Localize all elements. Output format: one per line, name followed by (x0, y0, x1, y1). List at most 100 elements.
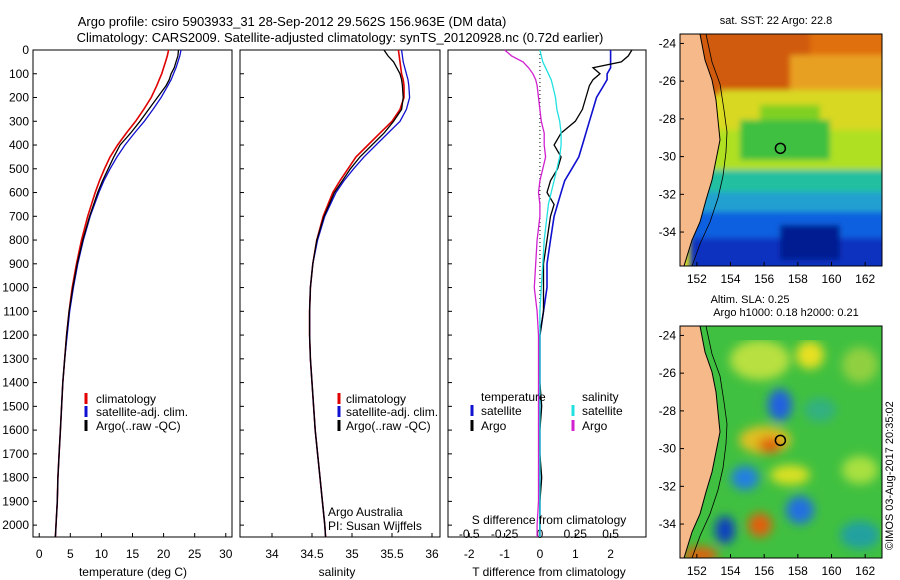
depth-tick-label: 100 (9, 67, 29, 81)
temperature-xlabel: temperature (deg C) (79, 565, 187, 579)
sla-map-title-line1: Altim. SLA: 0.25 (711, 294, 790, 306)
s-diff-tick-label: 0.5 (602, 527, 619, 541)
salinity-series (308, 49, 411, 538)
legend-header-temperature: temperature (481, 390, 546, 404)
sla-field (682, 340, 880, 558)
legend-header-salinity: salinity (582, 390, 619, 404)
map-lon-label: 154 (720, 272, 740, 286)
depth-tick-label: 1500 (2, 399, 29, 413)
sla-map-axes: 152 154 156 158 160 162 -24 -26 -28 -30 -32 -34 (659, 328, 876, 578)
s-diff-tick-label: 0.25 (564, 527, 588, 541)
sla-anomaly (804, 398, 836, 422)
legend-label-climatology: climatology (346, 392, 406, 406)
sla-map (680, 326, 882, 558)
x-tick-label: 35 (345, 547, 359, 561)
depth-tick-label: 1000 (2, 281, 29, 295)
x-tick-label: 2 (607, 547, 614, 561)
temperature-x-axis: 0 5 10 15 20 25 30 (36, 533, 233, 561)
depth-tick-label: 1700 (2, 447, 29, 461)
sla-anomaly (748, 513, 772, 537)
series-line-climatology (308, 49, 405, 538)
map-lon-label: 154 (720, 564, 740, 578)
difference-legend: temperature salinity satellite Argo sate… (470, 390, 623, 433)
argo-position-marker (774, 434, 787, 447)
sst-band (690, 192, 882, 214)
map-lon-label: 162 (855, 564, 875, 578)
legend-label-t-argo: Argo (481, 419, 507, 433)
series-line-t-argo (539, 49, 633, 537)
sst-map-frame (679, 33, 883, 267)
map-lon-label: 156 (754, 564, 774, 578)
sla-map-frame (679, 325, 883, 559)
depth-axis: 0 100 200 300 400 500 600 700 800 900 1000 1100 1200… (2, 43, 452, 532)
sla-anomaly (730, 340, 790, 380)
difference-panel-frame (447, 49, 647, 538)
map-lon-label: 152 (687, 564, 707, 578)
temperature-series (54, 49, 182, 538)
depth-tick-label: 1300 (2, 352, 29, 366)
salinity-panel-frame (239, 49, 441, 538)
s-diff-tick-label: -0.5 (459, 527, 480, 541)
x-tick-label: 30 (219, 547, 233, 561)
s-diff-tick-label: -0.25 (491, 527, 519, 541)
series-line-satellite (308, 49, 411, 538)
map-lon-label: 156 (754, 272, 774, 286)
map-lat-label: -30 (659, 150, 677, 164)
x-tick-label: 0 (36, 547, 43, 561)
x-tick-label: 0 (537, 547, 544, 561)
map-lat-label: -28 (659, 112, 677, 126)
map-lon-label: 162 (855, 272, 875, 286)
imos-watermark: ©IMOS 03-Aug-2017 20:35:02 (884, 401, 896, 550)
depth-tick-label: 300 (9, 114, 29, 128)
map-lat-label: -32 (659, 479, 677, 493)
sst-field (680, 34, 882, 266)
depth-tick-label: 500 (9, 162, 29, 176)
difference-top-xlabel: S difference from climatology (472, 513, 627, 527)
sla-shelf-contour (691, 326, 728, 558)
series-line-s-satellite (539, 49, 562, 537)
depth-tick-label: 1400 (2, 376, 29, 390)
sst-land (680, 34, 721, 266)
x-tick-label: 25 (188, 547, 202, 561)
depth-tick-label: 200 (9, 91, 29, 105)
legend-label-argo: Argo(..raw -QC) (96, 419, 181, 433)
map-lat-label: -26 (659, 366, 677, 380)
depth-tick-label: 1800 (2, 471, 29, 485)
map-lat-label: -32 (659, 187, 677, 201)
depth-tick-label: 700 (9, 209, 29, 223)
sla-land (680, 326, 721, 558)
sst-band (780, 225, 840, 260)
map-lat-label: -34 (659, 517, 677, 531)
legend-label-satellite: satellite-adj. clim. (96, 405, 188, 419)
sst-band (740, 120, 830, 160)
map-lon-label: 158 (788, 564, 808, 578)
sla-anomaly (731, 466, 759, 490)
depth-tick-label: 1100 (3, 304, 29, 318)
sla-anomaly (840, 521, 880, 549)
sla-anomaly (842, 347, 878, 383)
figure-title-line1: Argo profile: csiro 5903933_31 28-Sep-20… (78, 14, 507, 29)
x-tick-label: -1 (499, 547, 510, 561)
x-tick-label: 1 (572, 547, 579, 561)
map-lat-label: -24 (659, 328, 677, 342)
map-lon-label: 152 (687, 272, 707, 286)
sla-anomaly (768, 389, 792, 421)
map-lat-label: -26 (659, 74, 677, 88)
sla-map-title-line2: Argo h1000: 0.18 h2000: 0.21 (713, 307, 859, 319)
legend-label-climatology: climatology (96, 392, 156, 406)
depth-tick-label: 900 (9, 257, 29, 271)
x-tick-label: 34 (265, 547, 279, 561)
legend-label-argo: Argo(..raw -QC) (346, 419, 431, 433)
sst-map-title: sat. SST: 22 Argo: 22.8 (720, 15, 833, 27)
pi-text: PI: Susan Wijffels (328, 519, 422, 533)
x-tick-label: 5 (67, 547, 74, 561)
sla-anomaly (842, 456, 878, 484)
sla-anomaly (786, 496, 814, 524)
map-lon-label: 158 (788, 272, 808, 286)
temperature-legend: climatology satellite-adj. clim. Argo(..… (84, 392, 188, 433)
salinity-xlabel: salinity (319, 565, 356, 579)
sla-anomaly (770, 465, 810, 485)
legend-label-s-satellite: satellite (582, 404, 623, 418)
depth-tick-label: 400 (9, 138, 29, 152)
